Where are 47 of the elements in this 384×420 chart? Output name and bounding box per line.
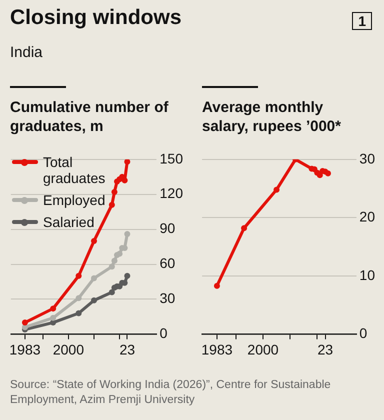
point: [214, 282, 220, 289]
x-tick-label: 1983: [201, 341, 233, 358]
legend-label: Employed: [43, 192, 106, 208]
point: [50, 306, 56, 312]
x-tick-label: 23: [119, 341, 136, 358]
y-axis-title: Cumulative number of graduates, m: [10, 98, 170, 136]
legend-label: Total graduates: [43, 154, 106, 186]
x-tick-label: 23: [317, 341, 334, 358]
point: [124, 272, 130, 279]
point: [111, 189, 118, 196]
y-tick-label: 0: [160, 325, 168, 342]
point: [22, 320, 28, 326]
y-tick-label: 0: [359, 325, 368, 342]
y-axis-title: Average monthly salary, rupees ’000*: [202, 98, 342, 136]
source-note: Source: “State of Working India (2026)”, Centre for Sustainable Employment, Azim Premji University: [10, 378, 332, 408]
point: [108, 289, 115, 296]
point: [108, 264, 115, 270]
point: [90, 297, 97, 304]
point: [111, 258, 118, 264]
y-tick-label: 30: [160, 290, 176, 306]
point: [241, 225, 248, 232]
point: [116, 250, 123, 257]
y-tick-label: 90: [160, 220, 176, 236]
point: [90, 238, 97, 244]
point: [76, 295, 82, 302]
y-tick-label: 10: [359, 266, 376, 283]
y-tick-label: 120: [160, 185, 184, 202]
point: [324, 170, 331, 176]
text: 1: [352, 12, 372, 30]
x-tick-label: 2000: [52, 341, 84, 358]
x-tick-label: 2000: [247, 341, 279, 358]
point: [124, 159, 130, 165]
point: [90, 275, 97, 282]
chart-subtitle: India: [10, 44, 43, 61]
point: [124, 230, 130, 237]
y-tick-label: 60: [160, 255, 176, 272]
legend-label: Salaried: [43, 214, 94, 230]
x-tick-label: 1983: [9, 341, 41, 358]
point: [108, 202, 115, 208]
chart-title: Closing windows: [10, 6, 182, 30]
y-tick-label: 150: [160, 150, 184, 166]
point: [76, 310, 82, 316]
point: [50, 314, 56, 321]
y-tick-label: 20: [359, 208, 376, 225]
point: [274, 186, 280, 193]
y-tick-label: 30: [359, 150, 376, 166]
point: [76, 272, 82, 279]
